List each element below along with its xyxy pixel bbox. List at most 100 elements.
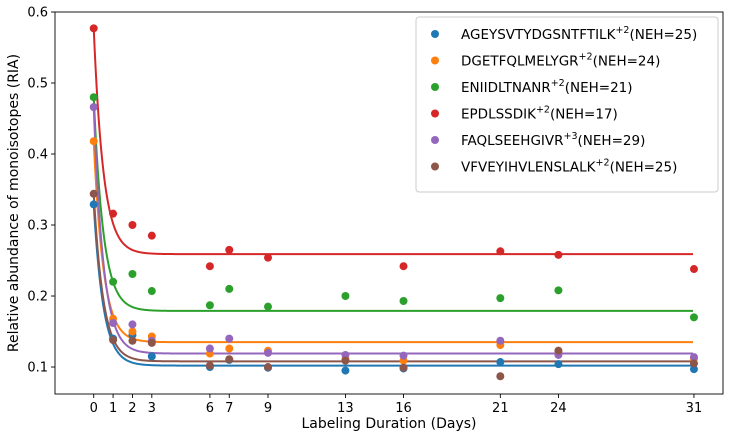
data-point: [399, 296, 408, 305]
data-point: [496, 294, 505, 303]
y-tick-label: 0.5: [27, 77, 48, 92]
y-tick-label: 0.6: [27, 6, 48, 21]
y-tick-label: 0.3: [27, 219, 48, 234]
y-tick-label: 0.4: [27, 148, 48, 163]
x-tick-label: 3: [148, 401, 156, 416]
data-point: [205, 361, 214, 370]
data-point: [147, 352, 156, 361]
fit-curves: [92, 28, 693, 367]
data-point: [554, 250, 563, 259]
legend-entry: EPDLSSDIK+2(NEH=17): [461, 105, 618, 123]
data-point: [399, 363, 408, 372]
data-point: [689, 365, 698, 374]
data-point: [225, 284, 234, 293]
legend-entry: VFVEYIHVLENSLALK+2(NEH=25): [461, 158, 677, 176]
data-point: [147, 338, 156, 347]
data-point: [89, 24, 98, 33]
data-point: [128, 270, 137, 278]
data-point: [89, 137, 98, 146]
fit-curve-4: [92, 28, 693, 256]
x-tick-label: 6: [206, 401, 214, 416]
data-point: [341, 350, 350, 359]
x-tick-label: 0: [90, 401, 98, 416]
legend-marker: [431, 56, 439, 65]
data-point: [128, 327, 137, 336]
fit-curve-6: [92, 193, 693, 363]
x-tick-label: 21: [492, 401, 509, 416]
y-tick-label: 0.1: [27, 361, 48, 376]
fit-curve-2: [92, 141, 693, 344]
data-point: [128, 221, 137, 230]
y-axis: 0.1 0.2 0.3 0.4 0.5 0.6: [27, 6, 55, 376]
legend-entry: FAQLSEEHGIVR+3(NEH=29): [461, 131, 645, 149]
x-tick-label: 16: [395, 401, 412, 416]
fit-curve-5: [92, 107, 693, 355]
legend-box: [415, 16, 719, 193]
legend-marker: [431, 30, 439, 38]
data-point: [225, 355, 234, 364]
data-point: [225, 245, 234, 254]
data-point: [89, 103, 98, 112]
x-tick-label: 1: [109, 401, 117, 416]
data-point: [109, 209, 118, 218]
data-point: [263, 253, 272, 262]
legend: AGEYSVTYDGSNTFTILK+2(NEH=25) DGETFQLMELYG…: [415, 16, 719, 193]
data-point: [147, 231, 156, 240]
data-point: [128, 336, 137, 345]
x-axis: 0 1 2 3 6 7 9 13 16 21 24 31: [90, 394, 703, 416]
legend-marker: [431, 83, 439, 91]
data-point: [341, 292, 350, 301]
data-point: [205, 301, 214, 310]
data-point: [496, 372, 505, 381]
data-point: [399, 351, 408, 360]
x-tick-label: 7: [225, 401, 233, 416]
data-point: [263, 363, 272, 372]
x-tick-label: 9: [264, 401, 272, 416]
data-points: [89, 24, 698, 381]
data-point: [225, 334, 234, 343]
fit-curve-1: [92, 204, 693, 367]
plot-frame: [54, 11, 724, 395]
data-point: [554, 286, 563, 295]
data-point: [496, 358, 505, 367]
data-point: [147, 287, 156, 296]
data-point: [496, 247, 505, 256]
data-point: [399, 262, 408, 271]
x-tick-label: 24: [550, 401, 567, 416]
legend-marker: [431, 109, 439, 118]
x-tick-label: 2: [128, 401, 136, 416]
data-point: [225, 344, 234, 353]
data-point: [109, 336, 118, 345]
data-point: [496, 336, 505, 345]
y-tick-label: 0.2: [27, 290, 48, 305]
y-axis-label: Relative abundance of monoisotopes (RIA): [6, 54, 22, 352]
data-point: [263, 348, 272, 357]
data-point: [109, 277, 118, 286]
legend-entry: DGETFQLMELYGR+2(NEH=24): [461, 52, 660, 70]
x-tick-label: 31: [686, 401, 703, 416]
data-point: [689, 359, 698, 368]
legend-entry: ENIIDLTNANR+2(NEH=21): [461, 78, 633, 96]
data-point: [263, 302, 272, 311]
data-point: [89, 189, 98, 198]
data-point: [554, 346, 563, 355]
legend-entry: AGEYSVTYDGSNTFTILK+2(NEH=25): [461, 25, 697, 43]
fit-curve-3: [92, 97, 693, 312]
x-axis-label: Labeling Duration (Days): [302, 416, 477, 432]
data-point: [109, 319, 118, 327]
data-point: [89, 200, 98, 209]
data-point: [341, 366, 350, 375]
data-point: [689, 313, 698, 322]
legend-marker: [431, 136, 439, 144]
data-point: [89, 93, 98, 102]
data-point: [341, 356, 350, 365]
legend-marker: [431, 162, 439, 171]
data-point: [205, 344, 214, 353]
x-tick-label: 13: [337, 401, 354, 416]
data-point: [554, 360, 563, 369]
data-point: [689, 353, 698, 362]
data-point: [205, 262, 214, 271]
data-point: [689, 265, 698, 274]
data-point: [128, 320, 137, 329]
